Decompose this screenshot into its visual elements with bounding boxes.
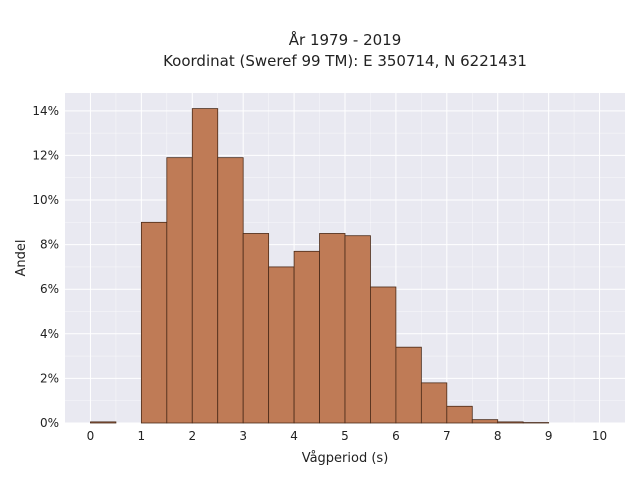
y-tick-label: 0% (40, 416, 59, 430)
x-tick-label: 10 (592, 429, 607, 443)
x-tick-label: 9 (545, 429, 553, 443)
x-tick-label: 1 (138, 429, 146, 443)
histogram-bar (217, 157, 244, 424)
histogram-bar (90, 421, 117, 424)
x-axis-ticks: 0 1 2 3 4 5 6 7 8 9 10 (87, 429, 608, 443)
histogram-bar (471, 419, 499, 424)
y-axis-ticks: 0% 2% 4% 6% 8% 10% 12% 14% (32, 104, 59, 430)
histogram-bar (395, 346, 422, 424)
histogram-bar (166, 157, 193, 424)
histogram-bar (268, 266, 295, 424)
x-tick-label: 5 (341, 429, 349, 443)
histogram-bar (497, 421, 524, 424)
x-tick-label: 3 (239, 429, 247, 443)
bars (90, 108, 550, 424)
x-tick-label: 2 (188, 429, 196, 443)
histogram-bar (191, 108, 219, 424)
x-tick-label: 8 (494, 429, 502, 443)
y-tick-label: 10% (32, 193, 59, 207)
y-tick-label: 2% (40, 371, 59, 385)
chart-title-line-2: Koordinat (Sweref 99 TM): E 350714, N 62… (163, 52, 527, 70)
histogram-bar (293, 250, 320, 424)
x-tick-label: 4 (290, 429, 298, 443)
chart-title-line-1: År 1979 - 2019 (289, 30, 402, 49)
y-tick-label: 4% (40, 327, 59, 341)
x-tick-label: 0 (87, 429, 95, 443)
y-tick-label: 14% (32, 104, 59, 118)
x-tick-label: 6 (392, 429, 400, 443)
histogram-bar (242, 233, 270, 424)
histogram-bar (140, 221, 168, 424)
y-tick-label: 6% (40, 282, 59, 296)
x-tick-label: 7 (443, 429, 451, 443)
histogram-bar (420, 382, 448, 424)
histogram-bar (319, 233, 346, 424)
y-axis-label: Andel (14, 240, 29, 277)
histogram-bar (344, 235, 371, 424)
y-tick-label: 12% (32, 148, 59, 162)
y-tick-label: 8% (40, 238, 59, 252)
histogram-bar (446, 405, 473, 424)
histogram-bar (370, 286, 397, 424)
x-axis-label: Vågperiod (s) (302, 451, 389, 466)
